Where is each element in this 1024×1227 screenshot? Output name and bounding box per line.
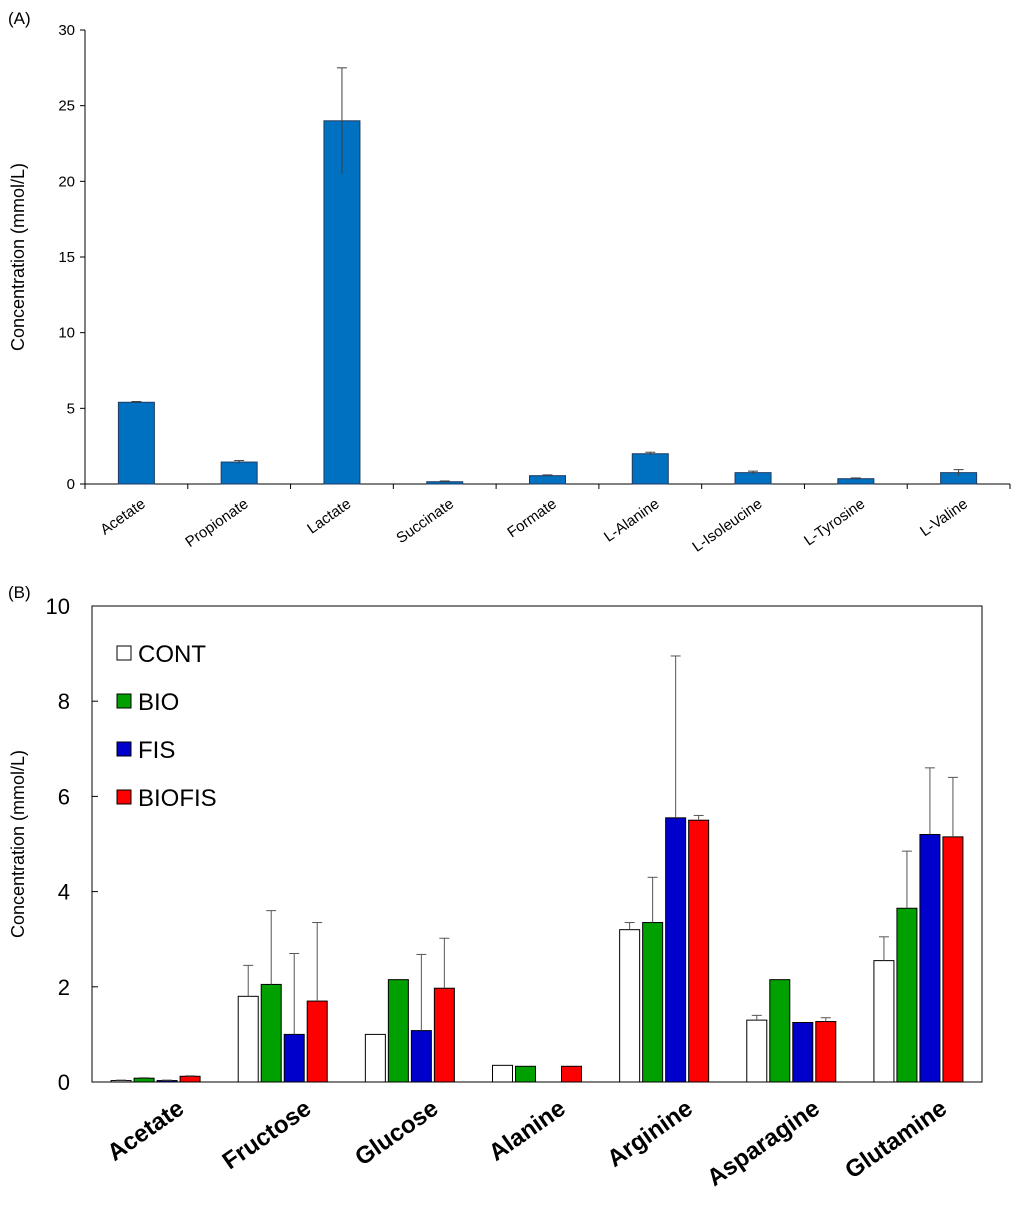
legend-swatch-bio bbox=[116, 693, 132, 709]
y-tick-label-b: 6 bbox=[58, 784, 70, 809]
y-tick-label-b: 4 bbox=[58, 880, 70, 905]
bar-b-biofis bbox=[561, 1065, 582, 1083]
bar-a bbox=[529, 475, 566, 485]
y-axis-title-a: Concentration (mmol/L) bbox=[8, 163, 28, 351]
bar-b-fis bbox=[665, 817, 687, 1083]
category-label-a: L-Alanine bbox=[601, 495, 663, 545]
chart-a: 0 5 10 15 20 25 30 Acetate Propionate Lactate Succ… bbox=[8, 22, 1011, 556]
bar-b-biofis bbox=[306, 1000, 328, 1083]
category-label-b: Fructose bbox=[218, 1095, 317, 1175]
bar-a bbox=[734, 472, 772, 485]
y-tick-label-a: 5 bbox=[67, 400, 75, 417]
plot-frame-b bbox=[91, 605, 983, 1083]
bar-b-cont bbox=[492, 1064, 513, 1083]
bar-b-bio bbox=[133, 1077, 155, 1083]
category-label-a: Succinate bbox=[393, 495, 457, 547]
bar-a bbox=[220, 461, 258, 485]
bar-b-cont bbox=[110, 1080, 132, 1083]
bar-b-bio bbox=[896, 907, 918, 1083]
legend-label-fis: FIS bbox=[138, 737, 175, 764]
bar-b-bio bbox=[260, 983, 282, 1083]
y-tick-label-a: 20 bbox=[58, 173, 75, 190]
bar-b-fis bbox=[410, 1030, 432, 1083]
category-label-b: Alanine bbox=[484, 1095, 570, 1167]
y-tick-label-b: 10 bbox=[46, 594, 70, 619]
category-label-a: Formate bbox=[504, 495, 560, 541]
bar-b-fis bbox=[283, 1033, 305, 1083]
y-axis-title-b: Concentration (mmol/L) bbox=[8, 750, 28, 938]
y-tick-label-b: 2 bbox=[58, 975, 70, 1000]
bar-b-bio bbox=[515, 1065, 536, 1083]
category-label-a: Acetate bbox=[97, 495, 148, 538]
bar-b-cont bbox=[873, 960, 895, 1083]
bar-b-fis bbox=[792, 1022, 814, 1083]
bar-b-fis bbox=[156, 1080, 178, 1083]
bar-b-bio bbox=[769, 979, 791, 1083]
chart-b: 0 2 4 6 8 10 Acetate Fructose Glucose Alanine Argi… bbox=[8, 594, 983, 1192]
category-label-a: L-Tyrosine bbox=[801, 495, 868, 549]
category-label-a: L-Valine bbox=[917, 495, 971, 540]
legend-label-biofis: BIOFIS bbox=[138, 785, 217, 812]
bar-b-cont bbox=[619, 929, 641, 1083]
category-label-b: Glucose bbox=[350, 1095, 443, 1171]
y-tick-label-a: 15 bbox=[58, 249, 75, 266]
bar-b-biofis bbox=[688, 819, 710, 1083]
bar-b-cont bbox=[746, 1019, 768, 1083]
category-label-a: Propionate bbox=[182, 495, 251, 551]
legend-label-bio: BIO bbox=[138, 689, 179, 716]
bar-a bbox=[117, 401, 155, 485]
category-label-b: Glutamine bbox=[840, 1095, 952, 1184]
category-label-b: Arginine bbox=[602, 1095, 697, 1173]
legend-swatch-fis bbox=[116, 741, 132, 757]
y-tick-label-a: 10 bbox=[58, 325, 75, 342]
y-tick-label-a: 30 bbox=[58, 22, 75, 39]
legend-swatch-cont bbox=[116, 645, 132, 661]
bar-a bbox=[837, 478, 875, 485]
legend-swatch-biofis bbox=[116, 789, 132, 805]
bar-b-biofis bbox=[942, 836, 964, 1083]
bar-a bbox=[631, 453, 669, 485]
y-tick-label-b: 0 bbox=[58, 1070, 70, 1095]
y-tick-label-a: 25 bbox=[58, 98, 75, 115]
category-label-a: L-Isoleucine bbox=[689, 495, 765, 555]
legend-label-cont: CONT bbox=[138, 641, 206, 668]
y-tick-label-a: 0 bbox=[67, 476, 75, 493]
bar-b-bio bbox=[642, 922, 664, 1083]
panel-b-label: (B) bbox=[8, 583, 31, 602]
bar-a bbox=[323, 120, 361, 485]
bar-b-biofis bbox=[433, 987, 455, 1083]
category-label-a: Lactate bbox=[304, 495, 354, 537]
bar-b-cont bbox=[237, 995, 259, 1083]
bar-b-cont bbox=[364, 1033, 386, 1083]
bar-b-biofis bbox=[179, 1075, 201, 1083]
panel-a-label: (A) bbox=[8, 9, 31, 28]
y-tick-label-b: 8 bbox=[58, 689, 70, 714]
category-label-b: Acetate bbox=[102, 1095, 189, 1167]
bar-b-biofis bbox=[815, 1021, 837, 1083]
category-label-b: Asparagine bbox=[702, 1095, 825, 1192]
bar-b-fis bbox=[919, 833, 941, 1083]
bar-b-bio bbox=[387, 979, 409, 1083]
